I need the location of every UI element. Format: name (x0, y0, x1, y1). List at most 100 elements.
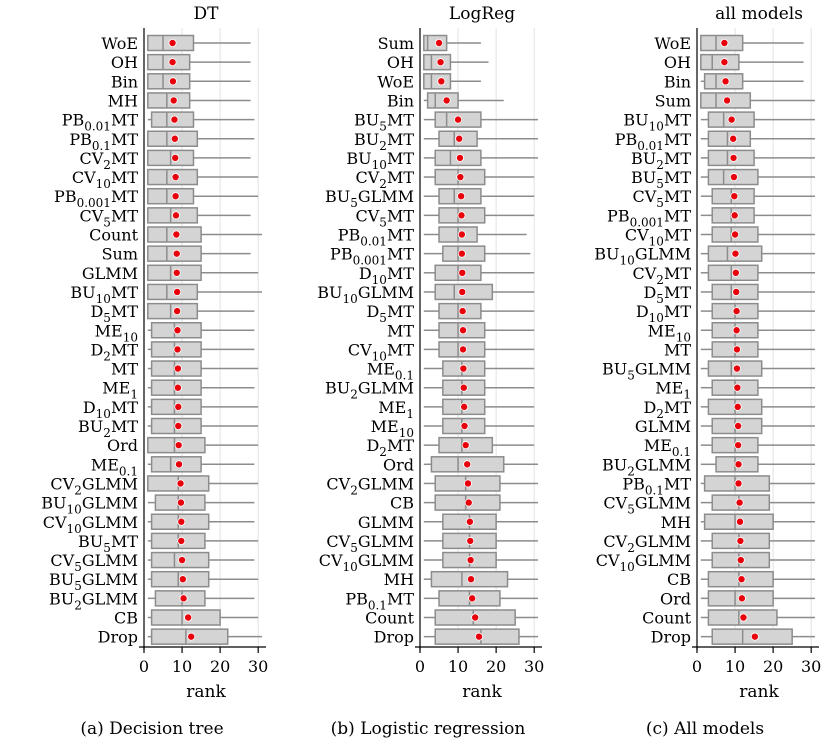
box-row (147, 379, 255, 396)
mean-dot (172, 268, 181, 277)
mean-dot (173, 307, 182, 316)
category-label: Count (365, 609, 414, 628)
mean-dot (460, 402, 469, 411)
box-row (147, 207, 251, 224)
box-row (700, 532, 815, 550)
category-label: ME1 (655, 379, 691, 402)
category-label: PB0.1MT (345, 589, 414, 612)
mean-dot (455, 134, 464, 143)
category-label: PB0.01MT (615, 130, 692, 153)
category-label: OH (387, 53, 414, 72)
mean-dot (471, 613, 480, 622)
box-row (147, 513, 255, 530)
mean-dot (442, 96, 451, 105)
category-label: BU5MT (78, 532, 138, 555)
category-label: BU2GLMM (325, 379, 414, 402)
mean-dot (729, 173, 738, 182)
mean-dot (177, 517, 186, 526)
mean-dot (187, 632, 196, 641)
box-row (700, 628, 815, 645)
box-row (700, 245, 815, 262)
box-row (700, 283, 815, 301)
x-axis-label: rank (462, 682, 502, 702)
box-row (700, 187, 815, 205)
mean-dot (459, 326, 468, 335)
box-row (147, 168, 259, 186)
mean-dot (739, 613, 748, 622)
category-label: D5MT (643, 283, 691, 306)
box-row (700, 322, 815, 339)
box-row (700, 111, 815, 128)
panel-caption: (a) Decision tree (80, 719, 223, 739)
mean-dot (178, 556, 187, 565)
mean-dot (435, 39, 444, 48)
mean-dot (174, 402, 183, 411)
box-row (423, 302, 535, 320)
category-label: Sum (378, 34, 414, 53)
box-row (423, 53, 489, 71)
category-label: Ord (660, 589, 691, 608)
box-row (700, 513, 815, 530)
mean-dot (171, 211, 180, 220)
box-row (700, 341, 815, 358)
category-label: BU2MT (78, 417, 138, 440)
category-label: PB0.01MT (62, 111, 139, 134)
category-label: Drop (651, 628, 691, 647)
category-label: CV2GLMM (603, 532, 691, 555)
category-label: ME0.1 (367, 360, 414, 383)
box-row (700, 264, 815, 282)
category-label: D2MT (366, 436, 414, 459)
category-label: ME1 (378, 398, 414, 421)
category-label: ME10 (95, 321, 138, 344)
mean-dot (437, 77, 446, 86)
category-label: CV5MT (633, 187, 692, 210)
x-tick-label: 30 (248, 657, 268, 676)
x-axis-label: rank (186, 682, 226, 702)
box-row (423, 187, 535, 205)
category-label: BU10MT (346, 149, 414, 172)
category-label: Count (89, 226, 138, 245)
mean-dot (458, 287, 467, 296)
category-label: PB0.1MT (69, 130, 138, 153)
mean-dot (171, 153, 180, 162)
box-row (423, 73, 481, 90)
x-tick-label: 0 (415, 657, 425, 676)
x-tick-label: 20 (210, 657, 230, 676)
box-row (147, 398, 259, 416)
mean-dot (732, 345, 741, 354)
box-row (423, 341, 535, 358)
box-row (147, 590, 255, 607)
panel-2: LogRegSumOHWoEBinBU5MTBU2MTBU10MTCV2MTBU… (317, 4, 544, 739)
category-label: D10MT (359, 264, 414, 287)
category-label: CV5GLMM (603, 494, 691, 517)
box-row (147, 341, 255, 358)
box-row (147, 111, 255, 128)
mean-dot (184, 613, 193, 622)
box-row (700, 168, 815, 186)
box-row (423, 92, 504, 109)
mean-dot (176, 479, 185, 488)
category-label: BU5GLMM (602, 360, 691, 383)
box-row (423, 245, 531, 262)
category-label: PB0.1MT (622, 474, 691, 497)
box-row (423, 456, 538, 473)
x-tick-label: 10 (448, 657, 468, 676)
box-row (700, 92, 815, 109)
mean-dot (734, 460, 743, 469)
box-row (700, 34, 804, 52)
x-tick-label: 10 (172, 657, 192, 676)
mean-dot (168, 58, 177, 67)
mean-dot (734, 479, 743, 488)
mean-dot (454, 115, 463, 124)
mean-dot (733, 402, 742, 411)
mean-dot (735, 498, 744, 507)
category-label: BU2GLMM (602, 455, 691, 478)
mean-dot (734, 421, 743, 430)
category-label: Drop (98, 628, 138, 647)
box-row (423, 570, 538, 588)
mean-dot (466, 536, 475, 545)
x-tick-label: 30 (524, 657, 544, 676)
mean-dot (737, 594, 746, 603)
category-label: OH (664, 53, 691, 72)
